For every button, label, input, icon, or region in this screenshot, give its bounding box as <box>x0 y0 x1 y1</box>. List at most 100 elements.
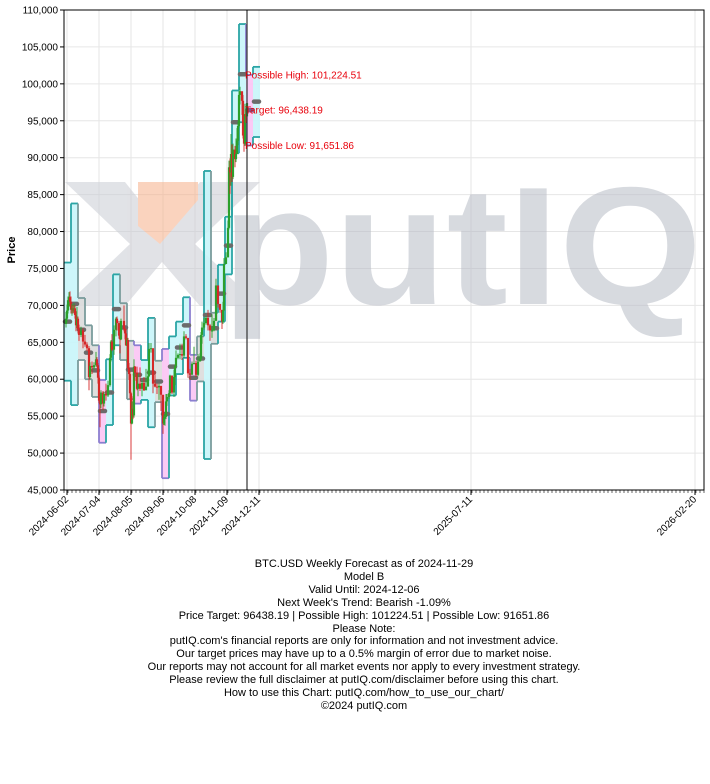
plot-frame <box>63 9 705 491</box>
candle-body <box>165 396 169 402</box>
candle-body <box>126 340 130 369</box>
candle-body <box>106 385 110 396</box>
candle-body <box>87 348 91 378</box>
footer-line: Model B <box>343 570 385 583</box>
forecast-annotation: Possible High: 101,224.51 <box>245 70 362 81</box>
candle-body <box>99 392 103 405</box>
candle-body <box>73 308 77 315</box>
footer-line: Our target prices may have up to a 0.5% … <box>176 648 552 661</box>
candle-body <box>128 374 132 394</box>
report-footer: BTC.USD Weekly Forecast as of 2024-11-29… <box>0 558 710 713</box>
candle-body <box>90 365 94 368</box>
candle-body <box>112 329 116 350</box>
candle-body <box>117 323 121 336</box>
candle-body <box>174 357 178 366</box>
candle-body <box>140 382 144 389</box>
y-tick-label: 70,000 <box>27 301 58 312</box>
candle-body <box>123 329 127 334</box>
candle-body <box>199 334 203 359</box>
candle-body <box>214 285 218 321</box>
candle-body <box>115 318 119 324</box>
footer-line: Our reports may not account for all mark… <box>147 661 581 674</box>
candle-body <box>155 386 159 388</box>
candle-body <box>96 365 100 378</box>
candle-body <box>151 348 155 384</box>
candle-body <box>167 393 171 397</box>
candle-body <box>192 362 196 364</box>
candle-body <box>104 394 108 396</box>
candle-body <box>240 91 244 101</box>
candle-body <box>92 365 96 368</box>
candle-body <box>170 375 174 393</box>
candle-body <box>162 417 166 424</box>
candle-body <box>210 330 214 332</box>
candle-body <box>129 393 133 424</box>
candle-body <box>64 318 68 324</box>
candle-body <box>235 140 239 154</box>
candle-body <box>224 257 228 265</box>
candle-body <box>180 354 184 356</box>
candle-body <box>194 362 198 375</box>
candle-body <box>208 325 212 331</box>
y-tick-label: 85,000 <box>27 190 58 201</box>
candle-body <box>237 94 241 126</box>
footer-line: Please Note: <box>332 622 396 635</box>
candle-body <box>196 361 200 375</box>
candle-body <box>182 336 186 356</box>
candle-body <box>97 377 101 401</box>
candle-body <box>212 320 216 331</box>
candle-body <box>218 303 222 310</box>
candle-body <box>119 320 123 340</box>
candle-body <box>178 354 182 356</box>
candle-body <box>221 310 225 322</box>
candle-body <box>88 365 92 378</box>
candle-body <box>202 323 206 328</box>
candle-body <box>76 318 80 330</box>
candle-body <box>200 327 204 335</box>
candle-body <box>168 375 172 394</box>
footer-line: Valid Until: 2024-12-06 <box>308 583 420 596</box>
candle-body <box>163 416 167 418</box>
candle-body <box>79 330 83 335</box>
footer-line: putIQ.com's financial reports are only f… <box>169 635 559 648</box>
forecast-annotations: Possible High: 101,224.51 Target: 96,438.… <box>245 70 362 152</box>
y-tick-label: 65,000 <box>27 338 58 349</box>
y-tick-label: 50,000 <box>27 449 58 460</box>
y-tick-label: 105,000 <box>22 42 59 53</box>
y-tick-label: 55,000 <box>27 412 58 423</box>
candle-body <box>190 363 194 375</box>
forecast-annotation: Possible Low: 91,651.86 <box>245 141 354 152</box>
candle-body <box>146 376 150 387</box>
candle-body <box>176 354 180 358</box>
y-tick-label: 60,000 <box>27 375 58 386</box>
candle-body <box>206 317 210 326</box>
y-tick-label: 100,000 <box>22 79 59 90</box>
candle-body <box>114 318 118 330</box>
candle-body <box>69 301 73 310</box>
candle-body <box>68 297 72 302</box>
forecast-chart: putIQ Possible High: 101,224.51 Target: 9… <box>6 6 705 538</box>
y-tick-label: 75,000 <box>27 264 58 275</box>
candle-body <box>188 373 192 375</box>
candle-body <box>108 357 112 386</box>
candle-body <box>184 336 188 338</box>
candle-body <box>238 91 242 95</box>
candle-body <box>133 366 137 373</box>
candle-body <box>83 341 87 345</box>
y-axis-label: Price <box>6 237 18 264</box>
candle-body <box>172 377 176 393</box>
candle-body <box>153 383 157 387</box>
candle-body <box>241 100 245 136</box>
candle-body <box>222 264 226 311</box>
y-tick-label: 45,000 <box>27 486 58 497</box>
candle-body <box>136 383 140 389</box>
candle-body <box>243 114 247 144</box>
candle-body <box>135 372 139 389</box>
candle-body <box>161 394 165 424</box>
candle-body <box>226 227 230 258</box>
forecast-annotation: Target: 96,438.19 <box>245 106 323 117</box>
candle-body <box>164 401 168 417</box>
logo-wordmark: putIQ <box>222 152 702 340</box>
y-tick-label: 80,000 <box>27 227 58 238</box>
candle-body <box>124 333 128 346</box>
